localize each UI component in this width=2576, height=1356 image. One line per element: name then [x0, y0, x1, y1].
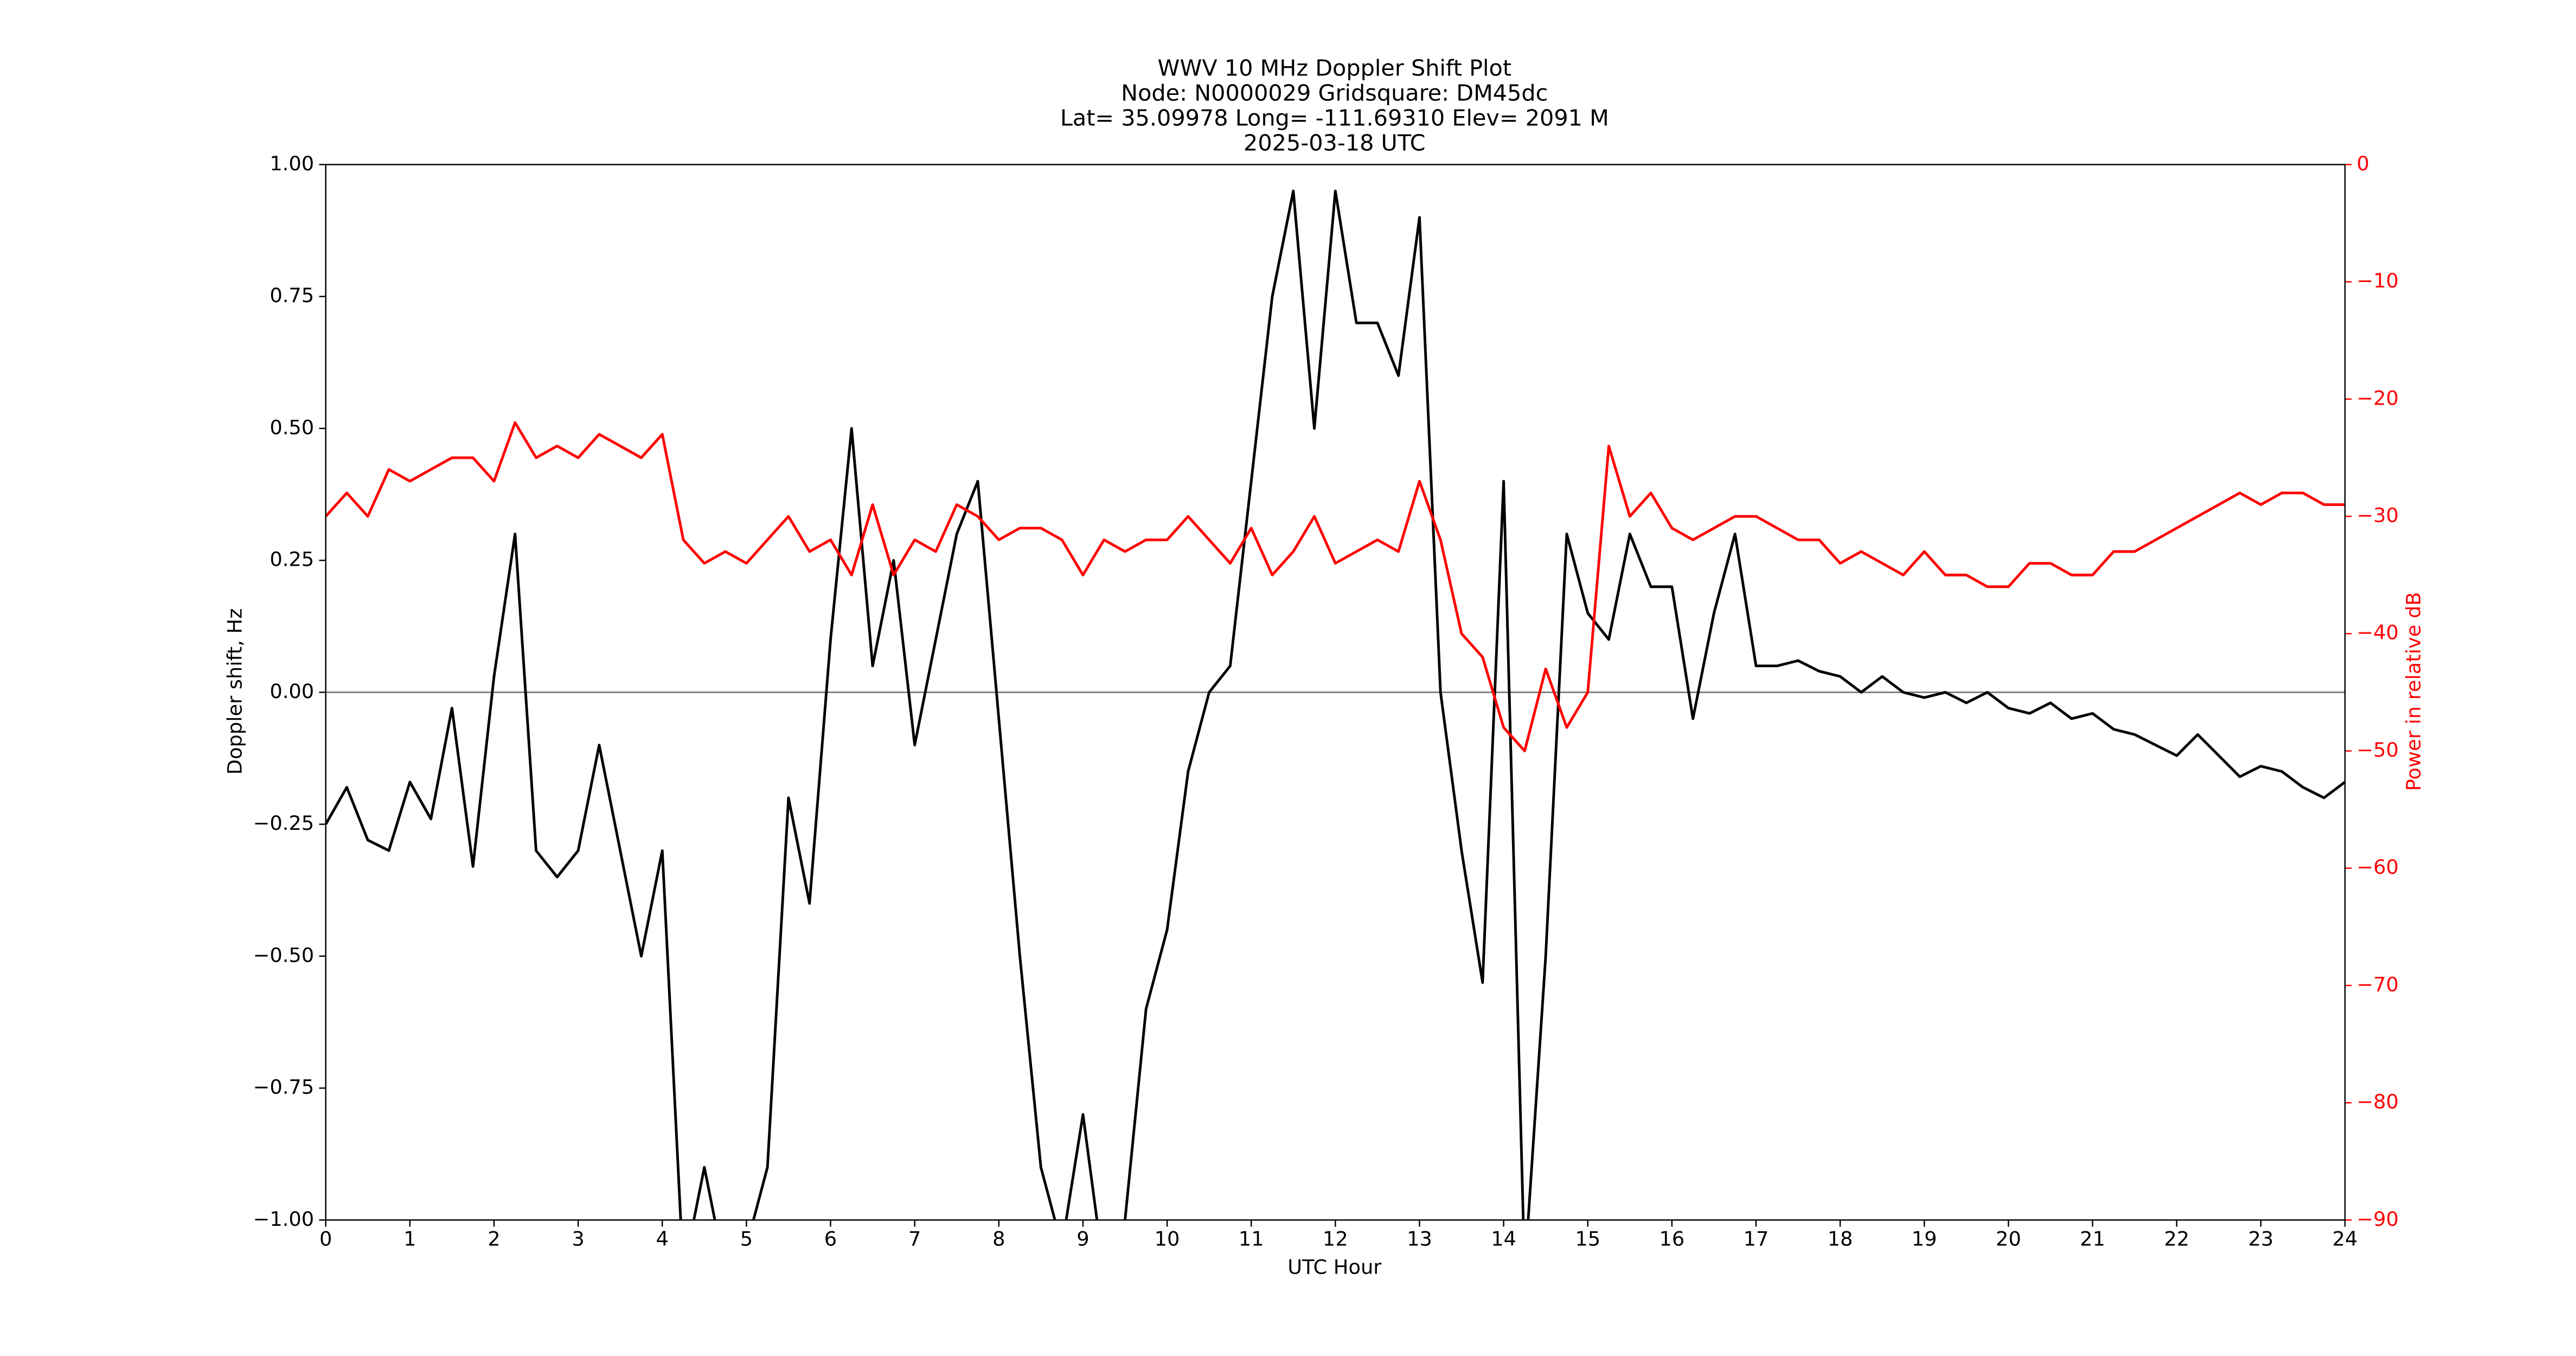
y2-tick-label: 0 [2356, 152, 2369, 175]
y2-tick-label: −10 [2356, 269, 2399, 292]
x-tick-label: 2 [488, 1227, 500, 1251]
y-tick-label: 0.50 [270, 415, 314, 439]
y-axis-label: Doppler shift, Hz [223, 608, 247, 775]
chart-subtitle: Node: N0000029 Gridsquare: DM45dc [1121, 80, 1548, 106]
y2-tick-label: −20 [2356, 386, 2399, 410]
x-tick-label: 11 [1239, 1227, 1264, 1251]
x-tick-label: 14 [1491, 1227, 1516, 1251]
series-line [325, 189, 2346, 1220]
y2-tick-label: −40 [2356, 621, 2399, 644]
x-tick-label: 17 [1744, 1227, 1769, 1251]
y-tick-label: −0.75 [253, 1076, 315, 1099]
series-line [325, 421, 2346, 752]
y2-tick-label: −90 [2356, 1207, 2399, 1231]
x-tick-label: 9 [1076, 1227, 1089, 1251]
y2-tick-label: −60 [2356, 855, 2399, 879]
x-tick-label: 20 [1996, 1227, 2021, 1251]
x-tick-label: 7 [908, 1227, 921, 1251]
x-tick-label: 16 [1659, 1227, 1684, 1251]
x-tick-label: 24 [2333, 1227, 2358, 1251]
x-tick-label: 23 [2248, 1227, 2273, 1251]
y2-axis-label: Power in relative dB [2402, 592, 2425, 791]
chart-subtitle: 2025-03-18 UTC [1244, 130, 1425, 156]
y2-tick-label: −80 [2356, 1090, 2399, 1114]
y2-tick-label: −30 [2356, 504, 2399, 527]
y-tick-label: 0.75 [270, 284, 314, 307]
plot-frame [325, 164, 2346, 1221]
y2-tick-label: −50 [2356, 738, 2399, 762]
x-tick-label: 8 [992, 1227, 1005, 1251]
x-tick-label: 18 [1828, 1227, 1853, 1251]
y-tick-label: 0.00 [270, 680, 314, 703]
x-tick-label: 3 [572, 1227, 584, 1251]
y2-tick-label: −70 [2356, 973, 2399, 996]
x-tick-label: 22 [2164, 1227, 2189, 1251]
x-tick-label: 19 [1912, 1227, 1937, 1251]
x-tick-label: 12 [1323, 1227, 1348, 1251]
y-tick-label: −1.00 [253, 1207, 315, 1231]
x-tick-label: 6 [824, 1227, 837, 1251]
y-tick-label: 0.25 [270, 548, 314, 571]
y-tick-label: 1.00 [270, 152, 314, 175]
y-tick-label: −0.50 [253, 943, 315, 967]
chart-title: WWV 10 MHz Doppler Shift Plot [1158, 55, 1512, 81]
x-tick-label: 5 [740, 1227, 753, 1251]
x-tick-label: 10 [1155, 1227, 1180, 1251]
x-tick-label: 21 [2080, 1227, 2105, 1251]
x-tick-label: 4 [656, 1227, 669, 1251]
x-tick-label: 15 [1575, 1227, 1600, 1251]
x-axis-label: UTC Hour [1287, 1256, 1382, 1279]
y-tick-label: −0.25 [253, 811, 315, 835]
x-tick-label: 1 [403, 1227, 416, 1251]
x-tick-label: 13 [1407, 1227, 1432, 1251]
x-tick-label: 0 [319, 1227, 332, 1251]
chart-subtitle: Lat= 35.09978 Long= -111.69310 Elev= 209… [1060, 105, 1609, 131]
